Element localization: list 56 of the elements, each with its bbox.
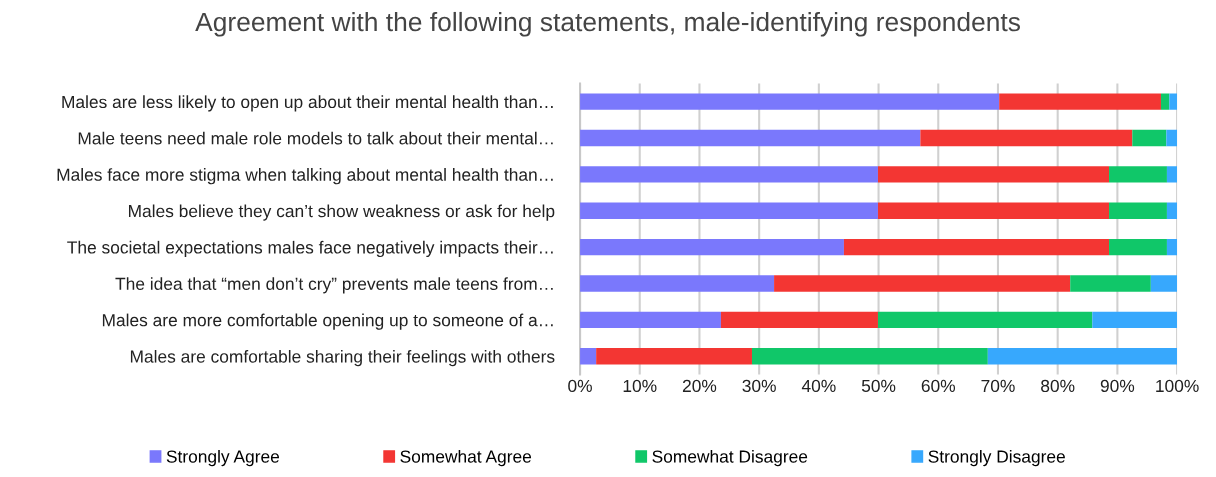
bar [1166,202,1178,219]
bar [1160,93,1170,110]
bar [580,202,878,219]
bar [580,311,721,329]
x-tick-label: 50% [861,379,896,393]
y-tick-label: The idea that “men don’t cry” prevents male teens from… [115,277,553,294]
y-tick-label: Males face more stigma when talking about mental health than… [57,168,553,185]
bar [580,238,844,256]
bar [580,93,1000,110]
x-tick-label: 70% [981,379,1015,393]
bar [1109,166,1167,183]
x-tick-label: 80% [1041,379,1075,393]
bar [1169,93,1178,110]
x-tick-label: 100% [1156,379,1199,393]
bar [580,166,878,183]
bar [1166,129,1178,147]
bar [751,348,988,365]
bar [1070,275,1151,292]
legend-label: Somewhat Disagree [652,449,808,467]
bar [580,275,775,292]
bar [1166,166,1178,183]
x-tick-label: 40% [801,379,836,393]
bar [877,166,1110,183]
bar [999,93,1161,110]
bar [877,202,1110,219]
x-tick-label: 20% [682,379,717,393]
x-tick-label: 60% [921,379,956,393]
bar [1109,238,1167,256]
bar [1109,202,1167,219]
bar [774,275,1071,292]
bar [877,311,1093,329]
bar [1166,238,1178,256]
bar [596,348,752,365]
x-tick-label: 10% [623,379,657,393]
legend-label: Somewhat Agree [400,449,532,467]
legend-label: Strongly Disagree [928,449,1065,467]
bar [580,348,597,365]
chart-title: Agreement with the following statements, male-identifying respondents [195,11,1020,37]
bar [1132,129,1167,147]
y-tick-label: Males are more comfortable opening up to someone of a… [102,313,553,330]
y-tick-label: Males believe they can’t show weakness or ask for help [128,204,555,221]
y-tick-label: Males are comfortable sharing their feelings with others [130,349,555,367]
y-tick-label: The societal expectations males face negatively impacts their… [67,240,553,258]
bar [987,348,1178,365]
legend-label: Strongly Agree [166,449,280,467]
x-tick-label: 90% [1100,379,1135,393]
bar [920,129,1133,147]
bar [1150,275,1178,292]
y-tick-label: Males are less likely to open up about their mental health than… [62,95,553,112]
bar [720,311,878,329]
x-tick-label: 30% [742,379,776,393]
bar [843,238,1110,256]
bar [1092,311,1178,329]
x-tick-label: 0% [568,379,592,393]
bar [580,129,921,147]
y-tick-label: Male teens need male role models to talk about their mental… [78,131,553,145]
